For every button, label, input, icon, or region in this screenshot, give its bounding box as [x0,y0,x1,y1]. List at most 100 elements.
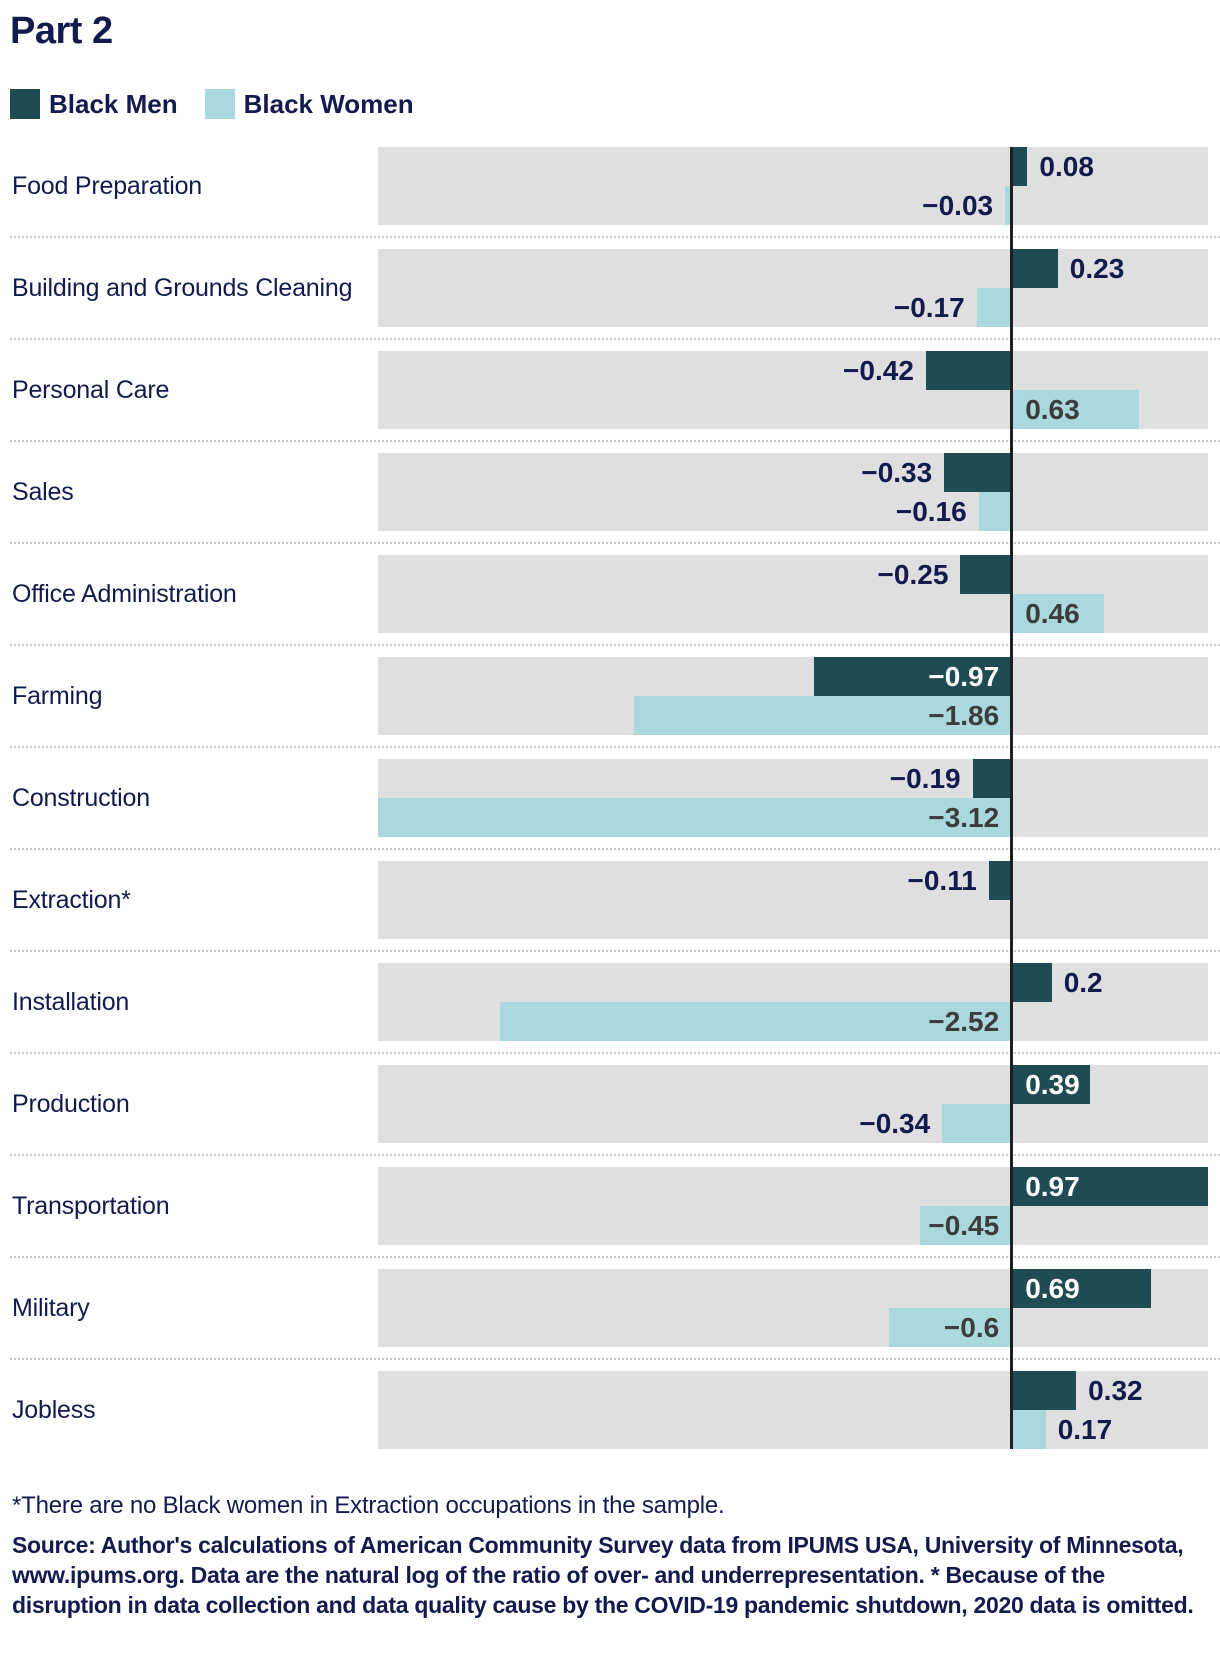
bar-black-women [499,1002,1012,1041]
bar-black-women [1011,1410,1046,1449]
bar-black-men [1011,1371,1077,1410]
value-label: 0.23 [1069,253,1125,284]
category-label: Building and Grounds Cleaning [12,273,353,302]
row-background-band: −0.33 −0.16 [378,453,1208,531]
footnote-asterisk: *There are no Black women in Extraction … [12,1492,725,1519]
bar-black-women [633,696,1012,735]
value-label: −0.16 [895,496,967,527]
chart-row: Construction −0.19 −3.12 [0,746,1220,837]
value-label: 0.2 [1063,967,1103,998]
legend-swatch-black-men [10,89,40,119]
row-separator [10,1052,1220,1054]
legend: Black Men Black Women [10,88,414,120]
category-label: Installation [12,987,130,1016]
category-label: Jobless [12,1395,96,1424]
value-label: −0.45 [928,1210,1000,1241]
row-background-band: 0.2 −2.52 [378,963,1208,1041]
category-label: Transportation [12,1191,170,1220]
bar-black-men [1011,1269,1152,1308]
value-label: −0.25 [877,559,949,590]
diverging-bar-chart: Food Preparation 0.08 −0.03 Building and Gr… [0,147,1220,1449]
chart-row: Installation 0.2 −2.52 [0,950,1220,1041]
value-label: 0.46 [1025,598,1080,629]
value-label: −0.42 [843,355,914,386]
footnote-source: Source: Author's calculations of America… [12,1532,1194,1618]
bar-black-men [925,351,1012,390]
bar-black-women [942,1104,1012,1143]
category-label: Military [12,1293,90,1322]
value-label: −3.12 [928,802,1000,833]
bar-black-men [1011,147,1028,186]
value-label: −2.52 [928,1006,1000,1037]
category-label: Sales [12,477,74,506]
value-label: −0.97 [928,661,1000,692]
bar-black-men [944,453,1012,492]
bar-black-women [1011,594,1105,633]
row-background-band: 0.69 −0.6 [378,1269,1208,1347]
value-label: −0.33 [861,457,933,488]
category-label: Extraction* [12,885,131,914]
value-label: −1.86 [928,700,1000,731]
row-separator [10,746,1220,748]
category-label: Construction [12,783,150,812]
bar-black-women [378,798,1012,837]
row-separator [10,338,1220,340]
row-separator [10,1154,1220,1156]
value-label: −0.6 [943,1312,1000,1343]
row-separator [10,236,1220,238]
category-label: Production [12,1089,130,1118]
row-separator [10,1358,1220,1360]
value-label: 0.69 [1025,1273,1080,1304]
category-label: Farming [12,681,103,710]
chart-row: Production 0.39 −0.34 [0,1052,1220,1143]
row-background-band: 0.97 −0.45 [378,1167,1208,1245]
legend-swatch-black-women [204,89,235,119]
row-background-band: 0.32 0.17 [378,1371,1208,1449]
chart-row: Food Preparation 0.08 −0.03 [0,147,1220,225]
legend-label-black-women: Black Women [243,88,414,119]
row-background-band: −0.19 −3.12 [378,759,1208,837]
row-background-band: 0.23 −0.17 [378,249,1208,327]
bar-black-men [1011,963,1052,1002]
bar-black-women [976,288,1012,327]
value-label: −0.03 [922,190,994,221]
zero-axis-line [1009,147,1013,1449]
bar-black-women [889,1308,1012,1347]
bar-black-women [919,1206,1012,1245]
legend-label-black-men: Black Men [49,88,178,119]
chart-row: Military 0.69 −0.6 [0,1256,1220,1347]
value-label: 0.97 [1025,1171,1080,1202]
figure-title: Part 2 [10,10,113,52]
bar-black-men [814,657,1012,696]
value-label: 0.17 [1057,1414,1113,1445]
category-label: Personal Care [12,375,170,404]
category-label: Office Administration [12,579,237,608]
value-label: −0.11 [907,865,977,896]
chart-row: Jobless 0.32 0.17 [0,1358,1220,1449]
row-background-band: −0.25 0.46 [378,555,1208,633]
value-label: 0.08 [1039,151,1094,182]
row-separator [10,542,1220,544]
chart-row: Building and Grounds Cleaning 0.23 −0.17 [0,236,1220,327]
row-background-band: 0.39 −0.34 [378,1065,1208,1143]
value-label: −0.17 [893,292,965,323]
chart-row: Personal Care −0.42 0.63 [0,338,1220,429]
bar-black-men [1011,1065,1091,1104]
value-label: 0.32 [1088,1375,1143,1406]
chart-row: Transportation 0.97 −0.45 [0,1154,1220,1245]
row-separator [10,440,1220,442]
row-separator [10,848,1220,850]
bar-black-women [1011,390,1139,429]
chart-row: Office Administration −0.25 0.46 [0,542,1220,633]
row-background-band: 0.08 −0.03 [378,147,1208,225]
category-label: Food Preparation [12,171,202,200]
value-label: 0.39 [1025,1069,1080,1100]
bar-black-men [1011,249,1058,288]
value-label: −0.34 [859,1108,931,1139]
chart-row: Extraction* −0.11 [0,848,1220,939]
value-label: 0.63 [1025,394,1080,425]
row-background-band: −0.97 −1.86 [378,657,1208,735]
row-background-band: −0.42 0.63 [378,351,1208,429]
row-separator [10,950,1220,952]
